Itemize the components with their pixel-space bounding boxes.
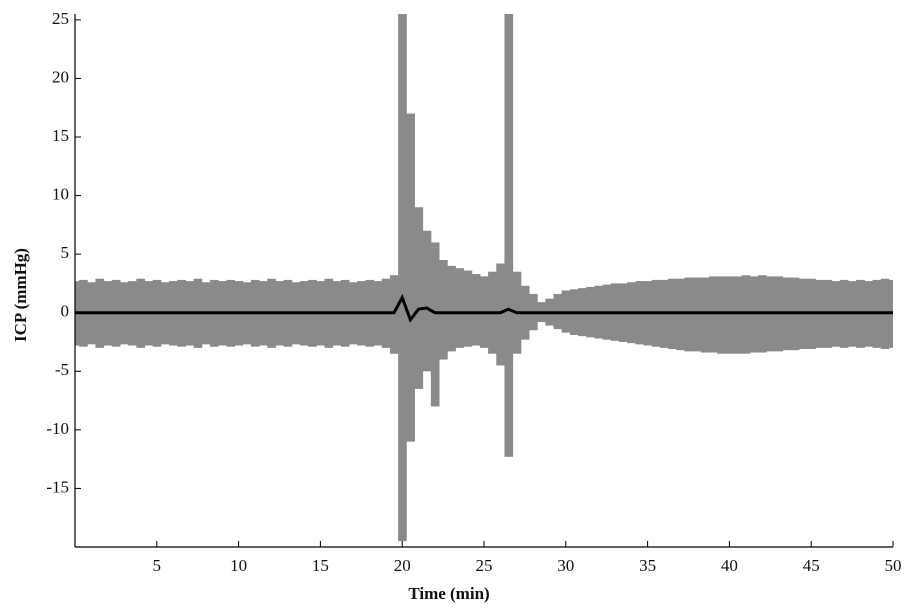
x-axis-label: Time (min) bbox=[408, 584, 489, 603]
x-tick-label: 40 bbox=[721, 556, 738, 575]
x-tick-label: 35 bbox=[639, 556, 656, 575]
y-tick-label: 15 bbox=[52, 126, 69, 145]
signal-envelope bbox=[496, 263, 505, 366]
y-tick-label: -10 bbox=[46, 419, 69, 438]
signal-envelope bbox=[692, 277, 702, 352]
x-tick-label: 30 bbox=[557, 556, 574, 575]
y-tick-label: -15 bbox=[46, 477, 69, 496]
y-axis-label: ICP (mmHg) bbox=[11, 248, 30, 342]
signal-envelope bbox=[733, 276, 743, 354]
signal-envelope bbox=[717, 276, 726, 354]
signal-envelope bbox=[700, 277, 710, 353]
y-tick-label: 10 bbox=[52, 184, 69, 203]
y-tick-label: 25 bbox=[52, 9, 69, 28]
x-tick-label: 5 bbox=[153, 556, 162, 575]
x-tick-label: 10 bbox=[230, 556, 247, 575]
signal-envelope bbox=[455, 268, 465, 348]
signal-envelope bbox=[676, 278, 685, 351]
signal-envelope bbox=[741, 275, 751, 354]
signal-envelope bbox=[463, 270, 473, 347]
signal-envelope bbox=[414, 207, 424, 389]
y-tick-label: -5 bbox=[55, 360, 69, 379]
signal-line bbox=[75, 293, 893, 323]
signal-envelope bbox=[684, 277, 694, 352]
x-tick-label: 45 bbox=[803, 556, 820, 575]
signal-envelope bbox=[725, 276, 734, 354]
y-tick-label: 20 bbox=[52, 67, 69, 86]
signal-envelope bbox=[447, 265, 456, 352]
signal-envelope bbox=[422, 230, 432, 372]
x-tick-label: 15 bbox=[312, 556, 329, 575]
signal-envelope bbox=[439, 260, 448, 360]
signal-envelope bbox=[749, 276, 759, 353]
signal-envelope bbox=[406, 113, 415, 442]
y-tick-label: 0 bbox=[61, 302, 70, 321]
plot-area bbox=[75, 14, 893, 542]
x-tick-label: 25 bbox=[476, 556, 493, 575]
signal-envelope bbox=[398, 14, 407, 542]
x-tick-label: 50 bbox=[885, 556, 902, 575]
signal-envelope bbox=[504, 14, 514, 457]
x-tick-label: 20 bbox=[394, 556, 411, 575]
signal-envelope bbox=[708, 276, 718, 353]
y-tick-label: 5 bbox=[61, 243, 70, 262]
signal-envelope bbox=[471, 274, 481, 346]
signal-envelope bbox=[430, 242, 440, 407]
signal-envelope bbox=[389, 275, 399, 354]
